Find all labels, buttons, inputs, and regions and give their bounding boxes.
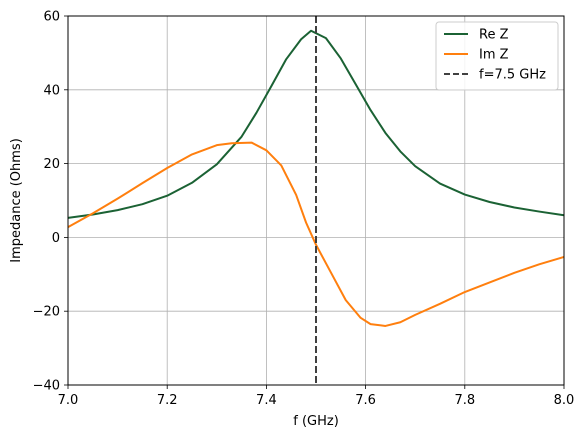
y-tick-label: 20 bbox=[43, 157, 60, 172]
axis-ticks: 7.0 7.2 7.4 7.6 7.8 8.0 −40 −20 0 20 40 60 bbox=[33, 10, 575, 409]
y-tick-label: 60 bbox=[43, 10, 60, 25]
x-tick-label: 7.2 bbox=[157, 393, 178, 408]
y-axis-label: Impedance (Ohms) bbox=[9, 138, 24, 263]
x-tick-label: 7.8 bbox=[454, 393, 475, 408]
y-tick-label: 40 bbox=[43, 83, 60, 98]
series-line-re-z bbox=[67, 29, 565, 219]
x-tick-label: 7.0 bbox=[58, 393, 79, 408]
y-tick-label: −20 bbox=[33, 305, 60, 320]
x-tick-label: 8.0 bbox=[554, 393, 575, 408]
plot-series bbox=[67, 16, 565, 385]
y-tick-label: −40 bbox=[33, 379, 60, 394]
legend-label: Re Z bbox=[479, 28, 509, 43]
y-tick-label: 0 bbox=[52, 231, 60, 246]
series-line-im-z bbox=[67, 141, 565, 327]
x-tick-label: 7.4 bbox=[256, 393, 277, 408]
x-axis-label: f (GHz) bbox=[293, 414, 339, 429]
plot-frame bbox=[67, 15, 565, 386]
x-tick-label: 7.6 bbox=[355, 393, 376, 408]
legend-label: f=7.5 GHz bbox=[479, 68, 546, 83]
legend-label: Im Z bbox=[479, 48, 509, 63]
legend: Re Z Im Z f=7.5 GHz bbox=[435, 21, 559, 91]
